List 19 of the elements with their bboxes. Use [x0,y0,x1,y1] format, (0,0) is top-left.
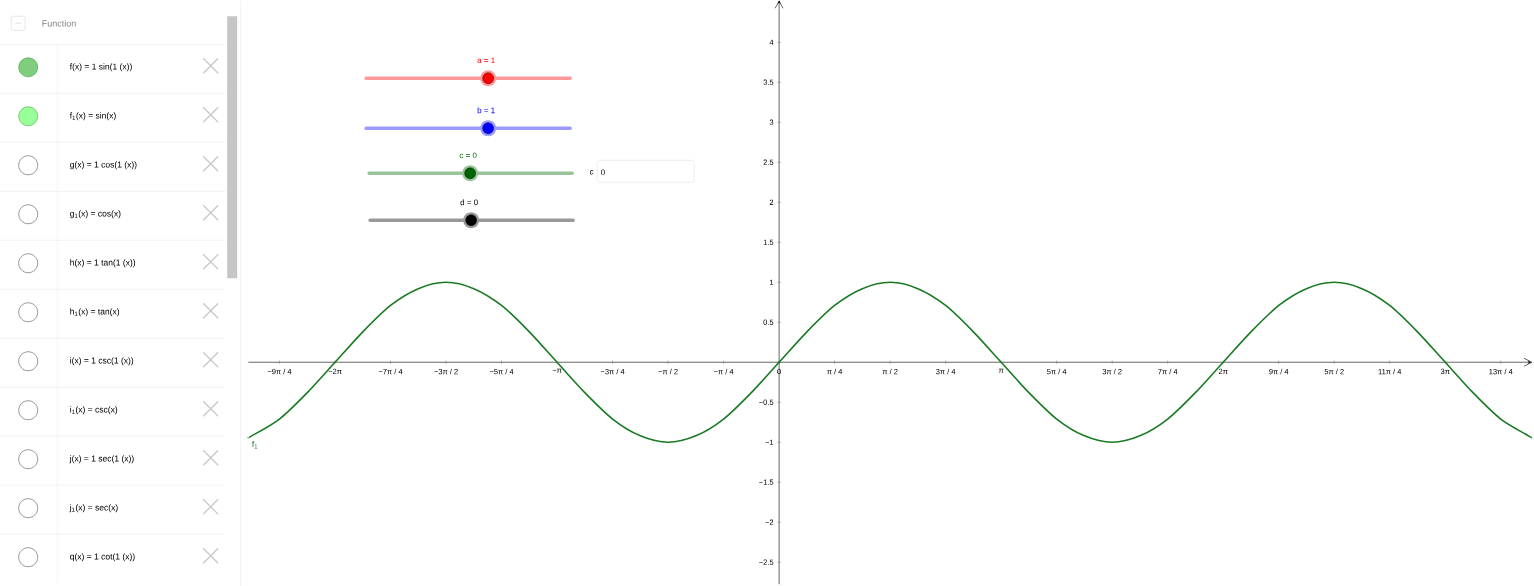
text: i$_{1}$(x) = csc(x) [70,406,118,414]
text: j$_{1}$(x) = sec(x) [69,504,118,512]
text: f(x) = 1 sin(1 (x)) [69,63,132,72]
annotation: 0 [600,169,605,175]
text: q(x) = 1 cot(1 (x)) [70,553,135,561]
annotation: b = 1 [477,107,495,113]
text: h(x) = 1 tan(1 (x)) [70,259,136,267]
annotation: d = 0 [460,199,478,205]
series-label: f$_{1}$ [251,440,258,449]
annotation: c = 0 [459,152,477,158]
text: g$_{1}$(x) = cos(x) [70,210,121,219]
text: j(x) = 1 sec(1 (x)) [69,455,134,463]
text: f$_{1}$(x) = sin(x) [69,112,116,121]
annotation: a = 1 [477,57,495,63]
annotation: c [589,169,594,175]
text: Function [42,19,76,27]
text: h$_{1}$(x) = tan(x) [70,308,120,316]
text: i(x) = 1 csc(1 (x)) [70,357,134,365]
text: g(x) = 1 cos(1 (x)) [70,161,137,170]
